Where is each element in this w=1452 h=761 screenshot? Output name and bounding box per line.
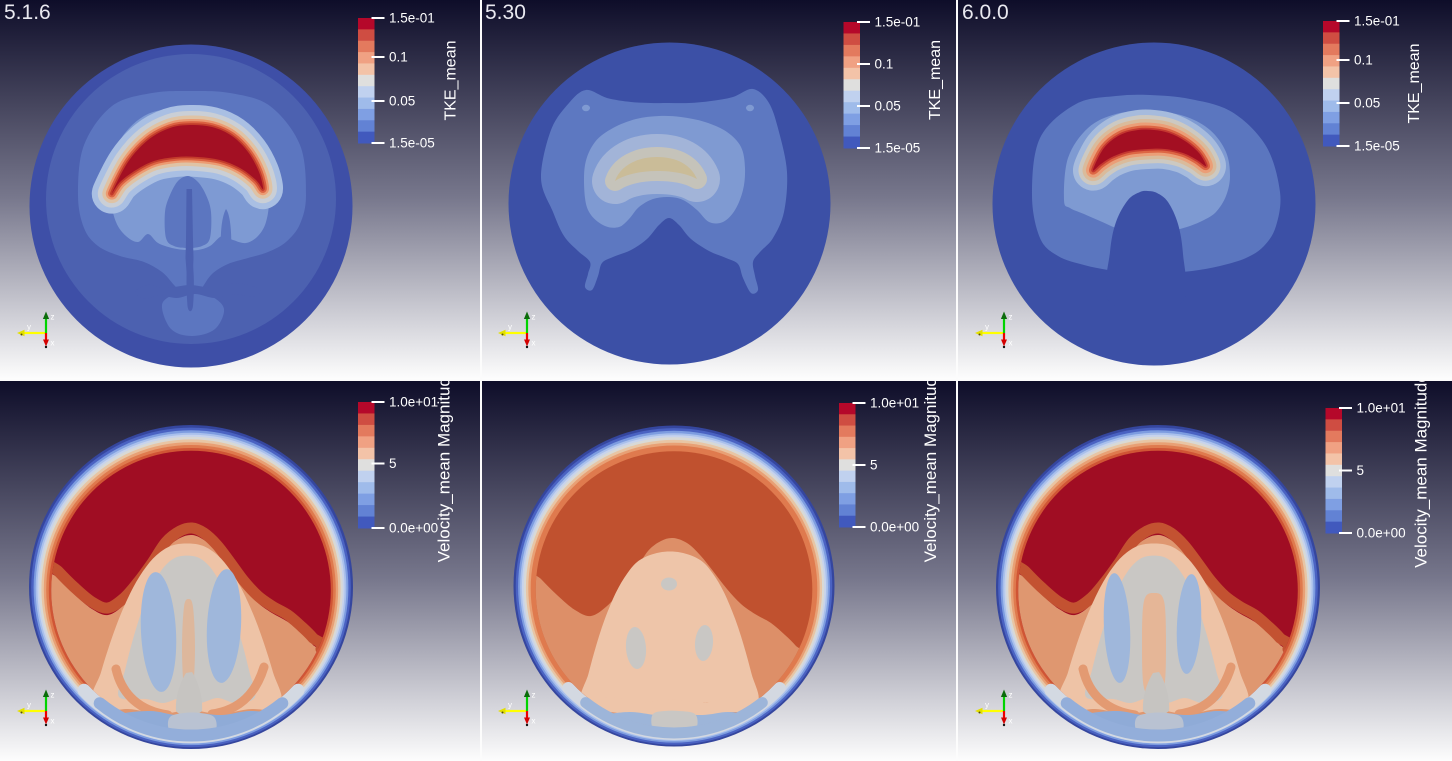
svg-text:0.05: 0.05 [1354, 96, 1380, 111]
svg-text:1.5e-05: 1.5e-05 [389, 136, 435, 151]
svg-text:1.5e-05: 1.5e-05 [875, 141, 921, 156]
svg-text:6.0.0: 6.0.0 [962, 1, 1009, 24]
svg-text:5: 5 [389, 456, 397, 471]
svg-text:1.5e-01: 1.5e-01 [1354, 14, 1400, 29]
svg-text:0.0e+00: 0.0e+00 [1357, 526, 1406, 541]
svg-text:Velocity_mean Magnitude: Velocity_mean Magnitude [1412, 381, 1431, 568]
svg-text:0.05: 0.05 [389, 94, 415, 109]
svg-text:x: x [532, 339, 536, 348]
svg-text:TKE_mean: TKE_mean [443, 40, 460, 120]
svg-text:x: x [51, 717, 55, 726]
svg-text:y: y [27, 701, 31, 710]
svg-text:z: z [532, 313, 536, 322]
svg-text:TKE_mean: TKE_mean [927, 40, 944, 120]
svg-text:5: 5 [1357, 463, 1365, 478]
svg-text:y: y [985, 323, 989, 332]
svg-text:1.0e+01: 1.0e+01 [389, 395, 438, 410]
svg-text:y: y [508, 323, 512, 332]
svg-text:0.0e+00: 0.0e+00 [870, 520, 919, 535]
svg-text:z: z [1009, 313, 1013, 322]
svg-text:y: y [27, 323, 31, 332]
svg-text:0.05: 0.05 [875, 99, 901, 114]
svg-text:1.5e-01: 1.5e-01 [389, 11, 435, 26]
svg-text:5: 5 [870, 458, 878, 473]
svg-text:1.0e+01: 1.0e+01 [1357, 401, 1406, 416]
svg-text:z: z [51, 313, 55, 322]
svg-text:0.1: 0.1 [875, 57, 894, 72]
svg-text:0.1: 0.1 [389, 50, 408, 65]
svg-text:Velocity_mean Magnitude: Velocity_mean Magnitude [435, 381, 454, 562]
svg-text:y: y [508, 701, 512, 710]
svg-text:0.1: 0.1 [1354, 53, 1373, 68]
svg-text:5.30: 5.30 [485, 1, 526, 24]
svg-text:1.0e+01: 1.0e+01 [870, 396, 919, 411]
svg-text:TKE_mean: TKE_mean [1406, 43, 1423, 123]
svg-text:5.1.6: 5.1.6 [4, 1, 51, 24]
svg-text:1.5e-05: 1.5e-05 [1354, 139, 1400, 154]
svg-text:x: x [51, 339, 55, 348]
svg-text:Velocity_mean Magnitude: Velocity_mean Magnitude [921, 381, 940, 562]
svg-text:0.0e+00: 0.0e+00 [389, 521, 438, 536]
svg-text:x: x [1009, 339, 1013, 348]
svg-text:x: x [532, 717, 536, 726]
svg-text:z: z [1009, 691, 1013, 700]
svg-text:x: x [1009, 717, 1013, 726]
svg-text:z: z [532, 691, 536, 700]
svg-text:y: y [985, 701, 989, 710]
svg-text:z: z [51, 691, 55, 700]
svg-text:1.5e-01: 1.5e-01 [875, 15, 921, 30]
